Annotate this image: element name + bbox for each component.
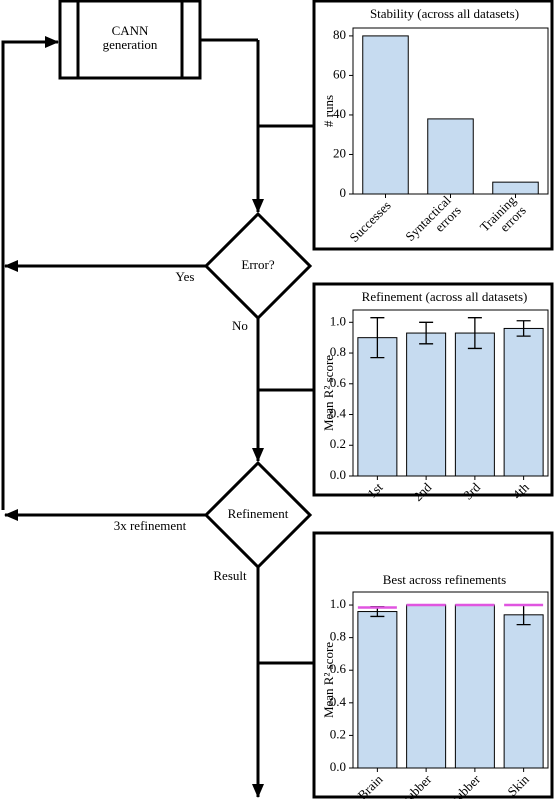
chart-frame xyxy=(312,282,554,497)
bar xyxy=(406,604,447,769)
chart-title: Stability (across all datasets) xyxy=(370,6,519,21)
y-tick-label: 0.4 xyxy=(330,694,347,709)
y-tick-label: 0.8 xyxy=(330,629,346,644)
node-label: Error? xyxy=(241,257,274,272)
error-bar xyxy=(370,317,385,359)
y-tick-label: 0.2 xyxy=(330,726,346,741)
y-tick-label: 0.0 xyxy=(330,467,346,482)
x-tick-label: Trainingerrors xyxy=(477,192,529,244)
bar xyxy=(454,604,495,769)
chart-title: Refinement (across all datasets) xyxy=(362,289,528,304)
y-tick-label: 40 xyxy=(333,106,346,121)
bar xyxy=(406,332,447,477)
y-tick-label: 0.8 xyxy=(330,344,346,359)
error-bar xyxy=(419,321,434,345)
edge-label: No xyxy=(232,318,248,333)
y-tick-label: 0.2 xyxy=(330,436,346,451)
loop-arrow xyxy=(1,36,59,510)
y-tick-label: 80 xyxy=(333,27,346,42)
bar xyxy=(454,332,495,477)
x-tick-label: 2nd xyxy=(410,479,435,504)
x-tick-label: Synth. rubber xyxy=(422,771,483,799)
y-tick-label: 60 xyxy=(333,66,346,81)
edge-label: Yes xyxy=(176,269,195,284)
plot-frame xyxy=(352,27,549,195)
y-tick-label: 1.0 xyxy=(330,313,346,328)
node-label: CANN generation xyxy=(103,23,158,52)
bar xyxy=(362,35,409,195)
bar xyxy=(427,118,474,195)
x-tick-label: 1st xyxy=(364,479,386,501)
y-axis-label: # runs xyxy=(321,95,336,127)
x-tick-label: Successes xyxy=(346,198,393,245)
y-tick-label: 0.6 xyxy=(330,661,347,676)
x-tick-label: Brain xyxy=(355,771,386,799)
y-tick-label: 0 xyxy=(340,185,347,200)
bar xyxy=(503,614,544,769)
edge-label: 3x refinement xyxy=(114,518,187,533)
bar xyxy=(357,337,398,477)
y-axis-label: Mean R² score xyxy=(321,642,336,718)
y-tick-label: 20 xyxy=(333,145,346,160)
plot-frame xyxy=(352,309,549,477)
y-tick-label: 0.4 xyxy=(330,406,347,421)
error-bar xyxy=(467,317,482,350)
x-tick-label: Syntacticalerrors xyxy=(402,192,464,254)
x-tick-label: Exp. rubber xyxy=(380,771,434,799)
edge-label: Result xyxy=(213,568,247,583)
plot-frame xyxy=(352,591,549,769)
x-tick-label: Skin xyxy=(504,771,532,799)
chart-frame xyxy=(312,531,554,799)
bar xyxy=(357,611,398,769)
bar xyxy=(492,181,539,195)
x-tick-label: 4th xyxy=(509,479,532,502)
y-tick-label: 0.6 xyxy=(330,375,347,390)
y-tick-label: 1.0 xyxy=(330,596,346,611)
chart-title: Best across refinements xyxy=(383,572,506,587)
y-tick-label: 0.0 xyxy=(330,759,346,774)
node-label: Refinement xyxy=(228,506,289,521)
chart-frame xyxy=(312,0,554,251)
y-axis-label: Mean R² score xyxy=(321,355,336,431)
error-bar xyxy=(516,320,531,337)
bar xyxy=(503,327,544,477)
x-tick-label: 3rd xyxy=(460,479,483,502)
